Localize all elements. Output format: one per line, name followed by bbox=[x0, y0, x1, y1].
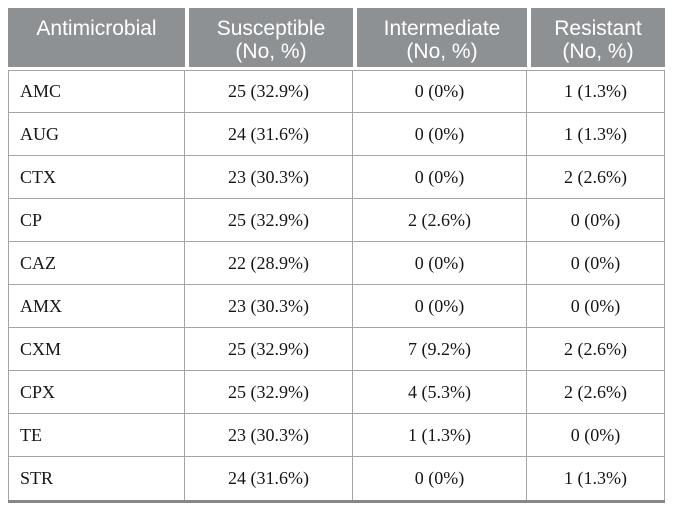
table-row: CAZ 22 (28.9%) 0 (0%) 0 (0%) bbox=[8, 242, 665, 285]
table-row: CTX 23 (30.3%) 0 (0%) 2 (2.6%) bbox=[8, 156, 665, 199]
antimicrobial-susceptibility-table: Antimicrobial Susceptible (No, %) Interm… bbox=[8, 8, 665, 503]
cell-antimicrobial: CAZ bbox=[8, 242, 185, 285]
table-body: AMC 25 (32.9%) 0 (0%) 1 (1.3%) AUG 24 (3… bbox=[8, 70, 665, 500]
cell-antimicrobial: AMC bbox=[8, 70, 185, 113]
column-header-susceptible: Susceptible (No, %) bbox=[185, 8, 353, 70]
table-row: STR 24 (31.6%) 0 (0%) 1 (1.3%) bbox=[8, 457, 665, 500]
cell-resistant: 2 (2.6%) bbox=[527, 156, 665, 199]
cell-antimicrobial: TE bbox=[8, 414, 185, 457]
table-row: CP 25 (32.9%) 2 (2.6%) 0 (0%) bbox=[8, 199, 665, 242]
column-header-title: Antimicrobial bbox=[36, 17, 157, 40]
table-row: CPX 25 (32.9%) 4 (5.3%) 2 (2.6%) bbox=[8, 371, 665, 414]
cell-intermediate: 0 (0%) bbox=[353, 70, 527, 113]
cell-susceptible: 23 (30.3%) bbox=[185, 285, 353, 328]
cell-resistant: 0 (0%) bbox=[527, 285, 665, 328]
cell-susceptible: 25 (32.9%) bbox=[185, 70, 353, 113]
cell-intermediate: 0 (0%) bbox=[353, 457, 527, 500]
column-header-title: Intermediate bbox=[383, 17, 501, 40]
cell-resistant: 2 (2.6%) bbox=[527, 328, 665, 371]
cell-susceptible: 25 (32.9%) bbox=[185, 199, 353, 242]
cell-resistant: 2 (2.6%) bbox=[527, 371, 665, 414]
cell-antimicrobial: CP bbox=[8, 199, 185, 242]
column-header-subtitle: (No, %) bbox=[406, 40, 478, 63]
cell-resistant: 1 (1.3%) bbox=[527, 457, 665, 500]
cell-intermediate: 0 (0%) bbox=[353, 242, 527, 285]
column-header-resistant: Resistant (No, %) bbox=[527, 8, 665, 70]
table-row: AMX 23 (30.3%) 0 (0%) 0 (0%) bbox=[8, 285, 665, 328]
cell-antimicrobial: CPX bbox=[8, 371, 185, 414]
cell-intermediate: 4 (5.3%) bbox=[353, 371, 527, 414]
cell-intermediate: 1 (1.3%) bbox=[353, 414, 527, 457]
cell-resistant: 1 (1.3%) bbox=[527, 70, 665, 113]
cell-susceptible: 25 (32.9%) bbox=[185, 328, 353, 371]
cell-resistant: 0 (0%) bbox=[527, 199, 665, 242]
column-header-antimicrobial: Antimicrobial bbox=[8, 8, 185, 70]
cell-susceptible: 24 (31.6%) bbox=[185, 457, 353, 500]
cell-susceptible: 23 (30.3%) bbox=[185, 414, 353, 457]
table-row: AUG 24 (31.6%) 0 (0%) 1 (1.3%) bbox=[8, 113, 665, 156]
cell-resistant: 0 (0%) bbox=[527, 414, 665, 457]
cell-intermediate: 0 (0%) bbox=[353, 156, 527, 199]
cell-antimicrobial: AMX bbox=[8, 285, 185, 328]
table-row: AMC 25 (32.9%) 0 (0%) 1 (1.3%) bbox=[8, 70, 665, 113]
cell-resistant: 1 (1.3%) bbox=[527, 113, 665, 156]
cell-antimicrobial: CTX bbox=[8, 156, 185, 199]
cell-resistant: 0 (0%) bbox=[527, 242, 665, 285]
cell-antimicrobial: STR bbox=[8, 457, 185, 500]
cell-susceptible: 22 (28.9%) bbox=[185, 242, 353, 285]
cell-intermediate: 0 (0%) bbox=[353, 285, 527, 328]
table-row: CXM 25 (32.9%) 7 (9.2%) 2 (2.6%) bbox=[8, 328, 665, 371]
cell-intermediate: 0 (0%) bbox=[353, 113, 527, 156]
cell-antimicrobial: CXM bbox=[8, 328, 185, 371]
column-header-intermediate: Intermediate (No, %) bbox=[353, 8, 527, 70]
cell-susceptible: 24 (31.6%) bbox=[185, 113, 353, 156]
cell-susceptible: 23 (30.3%) bbox=[185, 156, 353, 199]
column-header-subtitle: (No, %) bbox=[235, 40, 307, 63]
cell-intermediate: 2 (2.6%) bbox=[353, 199, 527, 242]
header-row: Antimicrobial Susceptible (No, %) Interm… bbox=[8, 8, 665, 70]
cell-susceptible: 25 (32.9%) bbox=[185, 371, 353, 414]
table-row: TE 23 (30.3%) 1 (1.3%) 0 (0%) bbox=[8, 414, 665, 457]
cell-antimicrobial: AUG bbox=[8, 113, 185, 156]
column-header-title: Susceptible bbox=[216, 17, 326, 40]
table-header: Antimicrobial Susceptible (No, %) Interm… bbox=[8, 8, 665, 70]
column-header-title: Resistant bbox=[554, 17, 642, 40]
cell-intermediate: 7 (9.2%) bbox=[353, 328, 527, 371]
column-header-subtitle: (No, %) bbox=[562, 40, 634, 63]
